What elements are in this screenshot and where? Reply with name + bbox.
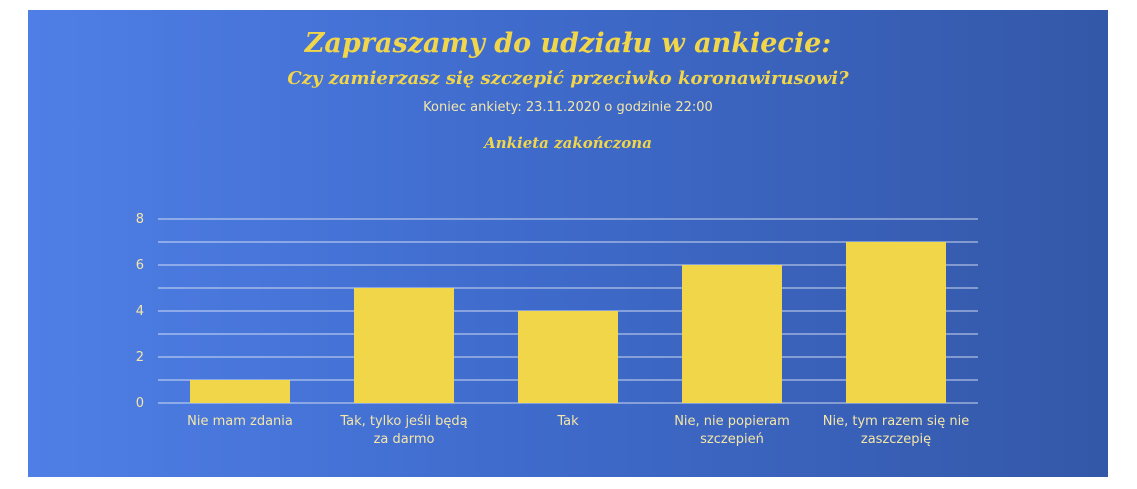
y-tick-label: 6: [136, 258, 144, 273]
y-tick-label: 0: [136, 396, 144, 411]
bar: [682, 265, 782, 403]
category-label-line: Nie, nie popieram: [674, 414, 790, 429]
category-label: Tak, tylko jeśli będą za darmo: [339, 414, 467, 447]
category-label-line: za darmo: [374, 432, 435, 447]
category-label: Nie, tym razem się nie zaszczepię: [823, 414, 969, 447]
survey-status: Ankieta zakończona: [484, 134, 652, 152]
category-label: Nie, nie popieram szczepień: [674, 414, 790, 447]
bar: [190, 380, 290, 403]
results-chart: 0 2 4 6 8 Nie mam zdania Tak, tylko jeśli będą…: [136, 212, 978, 447]
y-tick-label: 4: [136, 304, 144, 319]
survey-question: Czy zamierzasz się szczepić przeciwko ko…: [287, 68, 849, 89]
survey-deadline: Koniec ankiety: 23.11.2020 o godzinie 22…: [423, 100, 713, 115]
category-label-line: Tak, tylko jeśli będą: [339, 414, 467, 429]
category-label-line: Tak: [556, 414, 579, 429]
category-label: Nie mam zdania: [187, 414, 293, 429]
survey-title: Zapraszamy do udziału w ankiecie:: [304, 28, 832, 59]
category-label-line: Nie, tym razem się nie: [823, 414, 969, 429]
survey-panel: Zapraszamy do udziału w ankiecie: Czy za…: [28, 10, 1108, 477]
category-label-line: zaszczepię: [861, 432, 931, 447]
bar: [846, 242, 946, 403]
bar: [518, 311, 618, 403]
category-label-line: szczepień: [700, 432, 764, 447]
category-label-line: Nie mam zdania: [187, 414, 293, 429]
bar: [354, 288, 454, 403]
y-tick-label: 8: [136, 212, 144, 227]
y-tick-label: 2: [136, 350, 144, 365]
category-label: Tak: [556, 414, 579, 429]
